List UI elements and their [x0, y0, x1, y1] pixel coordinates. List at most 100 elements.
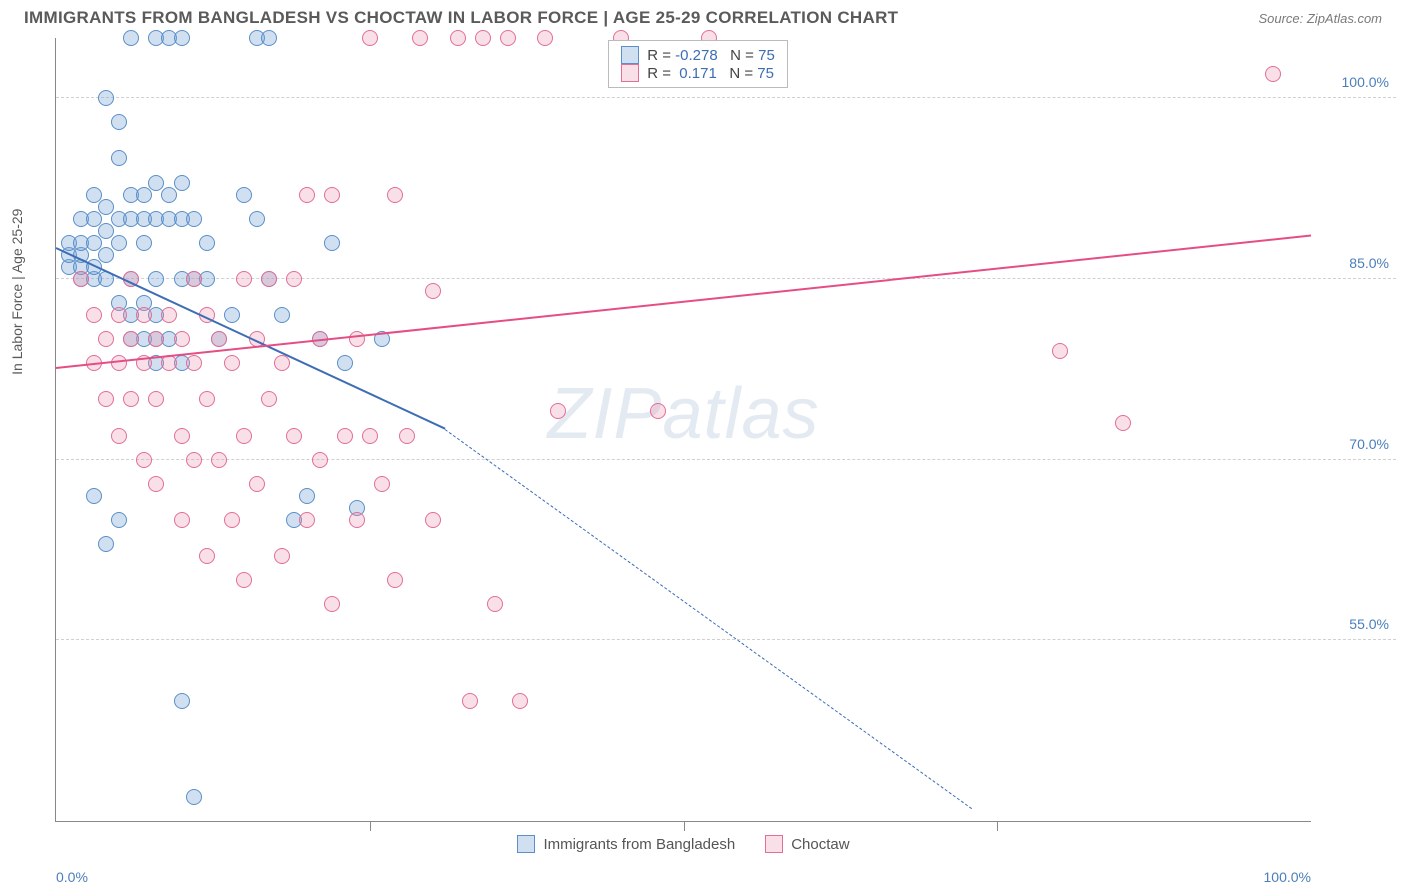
- data-point: [337, 428, 353, 444]
- plot-area: ZIPatlas 55.0%70.0%85.0%100.0%0.0%100.0%…: [55, 38, 1311, 822]
- data-point: [462, 693, 478, 709]
- data-point: [299, 187, 315, 203]
- data-point: [111, 512, 127, 528]
- data-point: [450, 30, 466, 46]
- trend-line: [56, 235, 1311, 369]
- legend-row: R = -0.278 N = 75: [621, 46, 775, 64]
- data-point: [1265, 66, 1281, 82]
- data-point: [148, 391, 164, 407]
- source-attribution: Source: ZipAtlas.com: [1258, 11, 1382, 26]
- data-point: [98, 90, 114, 106]
- data-point: [123, 331, 139, 347]
- y-tick-label: 100.0%: [1342, 74, 1389, 90]
- data-point: [136, 307, 152, 323]
- data-point: [186, 211, 202, 227]
- legend-row: R = 0.171 N = 75: [621, 64, 775, 82]
- series-legend: Immigrants from BangladeshChoctaw: [56, 835, 1311, 853]
- data-point: [299, 512, 315, 528]
- y-tick-label: 70.0%: [1349, 436, 1389, 452]
- data-point: [98, 391, 114, 407]
- data-point: [199, 235, 215, 251]
- data-point: [650, 403, 666, 419]
- data-point: [286, 271, 302, 287]
- data-point: [148, 175, 164, 191]
- x-tick-label: 0.0%: [56, 869, 88, 885]
- data-point: [111, 150, 127, 166]
- data-point: [236, 187, 252, 203]
- data-point: [148, 331, 164, 347]
- y-tick-label: 85.0%: [1349, 255, 1389, 271]
- data-point: [186, 355, 202, 371]
- data-point: [399, 428, 415, 444]
- data-point: [111, 307, 127, 323]
- data-point: [98, 331, 114, 347]
- data-point: [286, 428, 302, 444]
- data-point: [136, 235, 152, 251]
- data-point: [136, 187, 152, 203]
- data-point: [362, 428, 378, 444]
- data-point: [123, 30, 139, 46]
- data-point: [299, 488, 315, 504]
- data-point: [425, 283, 441, 299]
- data-point: [136, 452, 152, 468]
- data-point: [86, 187, 102, 203]
- data-point: [425, 512, 441, 528]
- data-point: [174, 331, 190, 347]
- data-point: [261, 271, 277, 287]
- y-axis-label: In Labor Force | Age 25-29: [9, 209, 25, 375]
- data-point: [174, 693, 190, 709]
- data-point: [224, 307, 240, 323]
- data-point: [236, 271, 252, 287]
- data-point: [98, 199, 114, 215]
- data-point: [73, 271, 89, 287]
- x-tick-label: 100.0%: [1264, 869, 1311, 885]
- data-point: [211, 452, 227, 468]
- chart-title: IMMIGRANTS FROM BANGLADESH VS CHOCTAW IN…: [24, 8, 898, 28]
- legend-swatch: [765, 835, 783, 853]
- data-point: [161, 187, 177, 203]
- data-point: [111, 235, 127, 251]
- data-point: [261, 391, 277, 407]
- legend-label: Immigrants from Bangladesh: [543, 836, 735, 853]
- data-point: [387, 572, 403, 588]
- gridline-h: [56, 639, 1396, 640]
- data-point: [174, 30, 190, 46]
- data-point: [199, 548, 215, 564]
- legend-item: Immigrants from Bangladesh: [517, 835, 735, 853]
- gridline-h: [56, 97, 1396, 98]
- data-point: [249, 211, 265, 227]
- data-point: [186, 789, 202, 805]
- data-point: [475, 30, 491, 46]
- data-point: [412, 30, 428, 46]
- data-point: [512, 693, 528, 709]
- data-point: [224, 512, 240, 528]
- data-point: [362, 30, 378, 46]
- data-point: [86, 307, 102, 323]
- data-point: [174, 175, 190, 191]
- data-point: [324, 187, 340, 203]
- chart-container: In Labor Force | Age 25-29 ZIPatlas 55.0…: [35, 38, 1396, 862]
- data-point: [148, 476, 164, 492]
- data-point: [174, 512, 190, 528]
- x-tick: [997, 821, 998, 831]
- data-point: [186, 271, 202, 287]
- x-tick: [684, 821, 685, 831]
- legend-swatch: [621, 46, 639, 64]
- data-point: [148, 271, 164, 287]
- data-point: [111, 355, 127, 371]
- data-point: [487, 596, 503, 612]
- data-point: [550, 403, 566, 419]
- trend-line: [445, 429, 973, 809]
- data-point: [274, 548, 290, 564]
- data-point: [236, 428, 252, 444]
- data-point: [312, 452, 328, 468]
- data-point: [349, 512, 365, 528]
- legend-text: R = 0.171 N = 75: [647, 65, 774, 82]
- data-point: [249, 476, 265, 492]
- data-point: [98, 247, 114, 263]
- data-point: [274, 355, 290, 371]
- data-point: [324, 235, 340, 251]
- data-point: [211, 331, 227, 347]
- watermark-atlas: atlas: [662, 374, 819, 454]
- data-point: [274, 307, 290, 323]
